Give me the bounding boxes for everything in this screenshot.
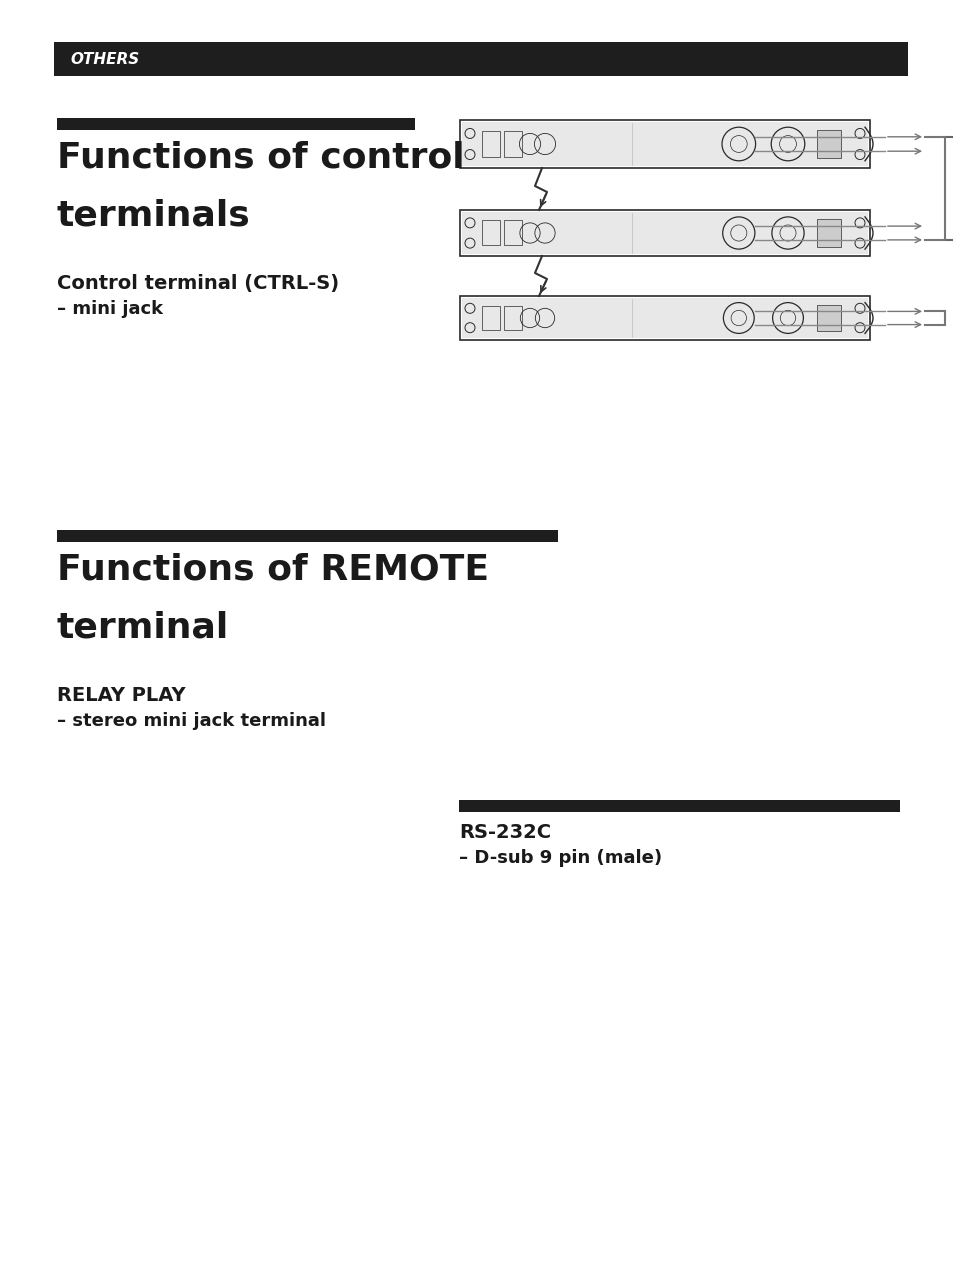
Bar xyxy=(458,800,899,812)
Bar xyxy=(816,219,841,247)
Bar xyxy=(459,120,869,168)
Bar xyxy=(459,296,869,340)
Bar xyxy=(503,220,521,246)
Bar xyxy=(54,42,907,76)
Bar xyxy=(461,211,867,254)
Bar xyxy=(816,304,841,331)
Text: OTHERS: OTHERS xyxy=(70,51,139,66)
Bar xyxy=(57,530,558,541)
Bar xyxy=(481,306,499,330)
Bar xyxy=(461,122,867,166)
Bar xyxy=(57,118,415,130)
Bar xyxy=(503,306,521,330)
Bar xyxy=(503,130,521,157)
Bar xyxy=(481,130,499,157)
Text: RELAY PLAY: RELAY PLAY xyxy=(57,685,186,705)
Text: RS-232C: RS-232C xyxy=(458,823,551,842)
Text: terminals: terminals xyxy=(57,197,251,232)
Text: Control terminal (CTRL-S): Control terminal (CTRL-S) xyxy=(57,274,338,293)
Bar xyxy=(481,220,499,246)
Text: – mini jack: – mini jack xyxy=(57,299,163,318)
Bar xyxy=(461,298,867,338)
Bar xyxy=(459,210,869,256)
Text: – D-sub 9 pin (male): – D-sub 9 pin (male) xyxy=(458,848,661,868)
Text: – stereo mini jack terminal: – stereo mini jack terminal xyxy=(57,712,326,730)
Text: Functions of REMOTE: Functions of REMOTE xyxy=(57,552,489,586)
Text: Functions of control: Functions of control xyxy=(57,140,464,175)
Text: terminal: terminal xyxy=(57,610,229,643)
Bar xyxy=(816,130,841,158)
